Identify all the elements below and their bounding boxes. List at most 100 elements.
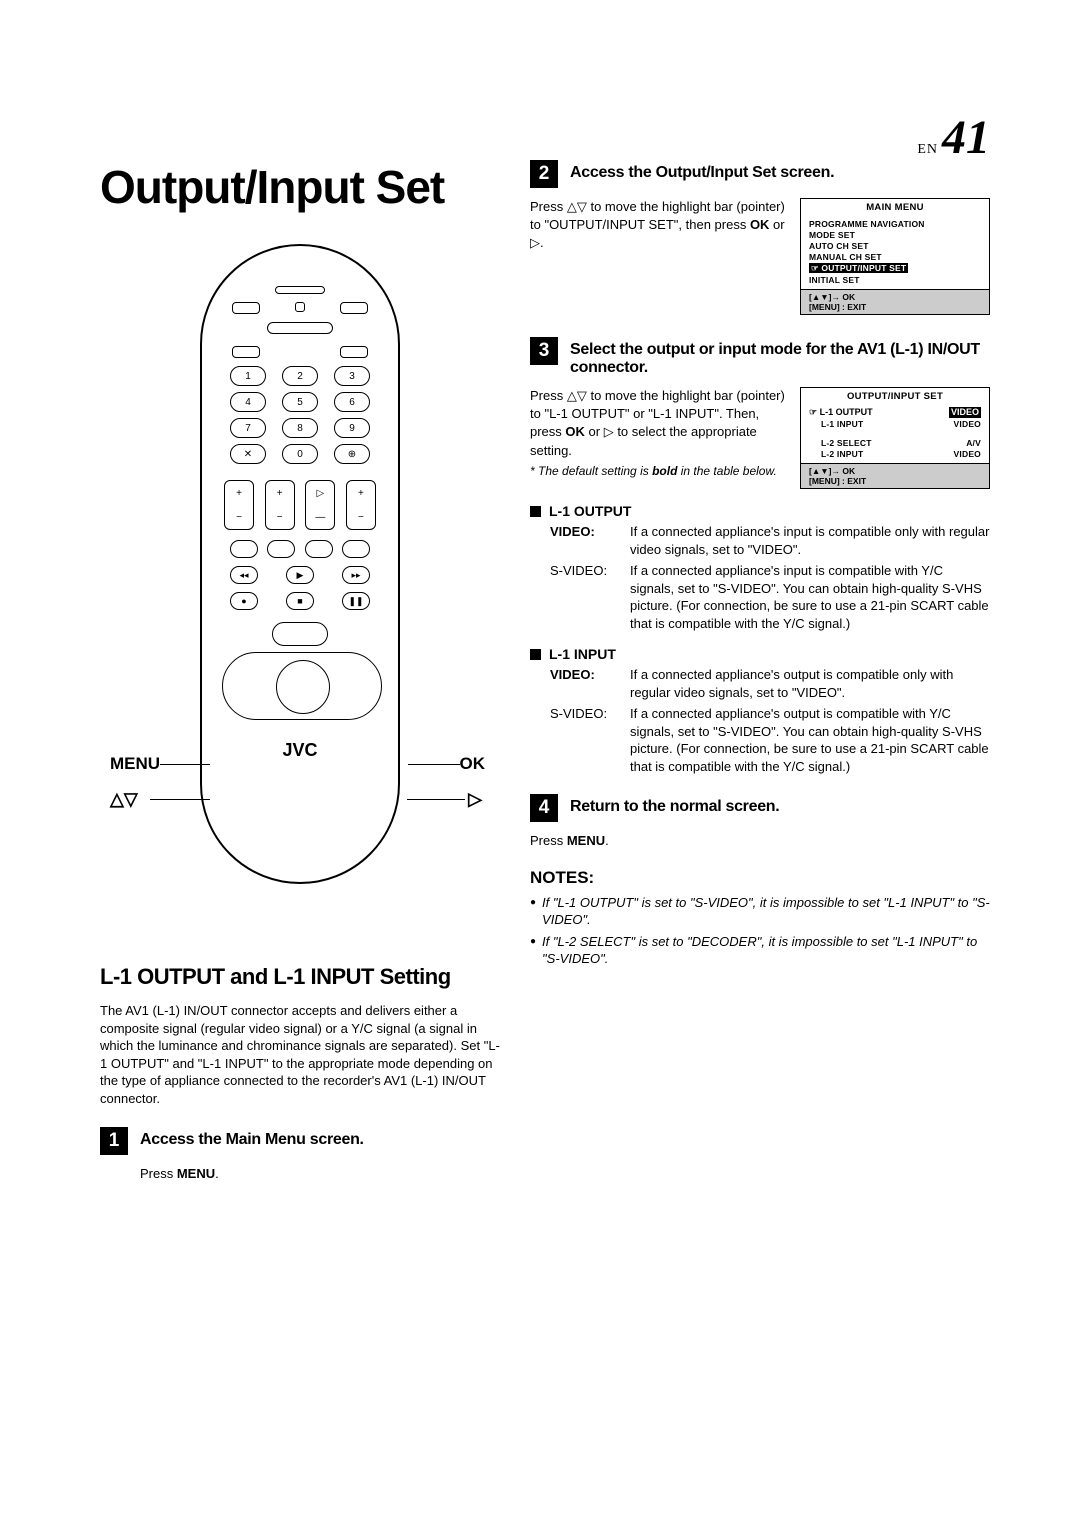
remote-illustration: 123 456 789 ✕0⊕ +− +− ▷— +− [100, 244, 500, 924]
btn [340, 302, 368, 314]
l1-input-block: L-1 INPUT VIDEO: If a connected applianc… [530, 646, 990, 775]
setting-row: S-VIDEO: If a connected appliance's outp… [550, 705, 990, 775]
manual-page: EN 41 Output/Input Set 123 [0, 0, 1080, 1528]
notes-header: NOTES: [530, 868, 990, 888]
btn [340, 346, 368, 358]
step-number: 1 [100, 1127, 128, 1155]
ctrl-row [202, 536, 398, 562]
text-bold: MENU [177, 1166, 215, 1181]
l1-output-block: L-1 OUTPUT VIDEO: If a connected applian… [530, 503, 990, 632]
remote-outline: 123 456 789 ✕0⊕ +− +− ▷— +− [200, 244, 400, 884]
step-1-body: Press MENU. [140, 1165, 500, 1183]
lead-line [150, 799, 210, 800]
btn [295, 302, 305, 312]
osd-footer: [▲▼]→ OK [MENU] : EXIT [801, 463, 989, 488]
step-title: Select the output or input mode for the … [570, 337, 990, 377]
square-bullet-icon [530, 506, 541, 517]
menu-pad [202, 622, 398, 720]
note-item: If "L-1 OUTPUT" is set to "S-VIDEO", it … [530, 894, 990, 929]
lead-line [160, 764, 210, 765]
osd-footer: [▲▼]→ OK [MENU] : EXIT [801, 289, 989, 314]
step-3-body: Press △▽ to move the highlight bar (poin… [530, 387, 786, 479]
setting-table: VIDEO: If a connected appliance's input … [550, 523, 990, 632]
content-columns: Output/Input Set 123 456 789 ✕ [100, 160, 990, 1201]
osd-footer-line: [▲▼]→ OK [809, 466, 981, 476]
osd-footer-line: [▲▼]→ OK [809, 292, 981, 302]
lang-prefix: EN [917, 142, 938, 157]
callout-right: ▷ [468, 789, 482, 810]
osd-row: L-2 SELECTA/V [809, 437, 981, 448]
section-heading: L-1 OUTPUT and L-1 INPUT Setting [100, 964, 500, 990]
note-item: If "L-2 SELECT" is set to "DECODER", it … [530, 933, 990, 968]
osd-item: MODE SET [809, 229, 981, 240]
setting-header: L-1 INPUT [530, 646, 990, 662]
ok-center [276, 660, 330, 714]
page-number: EN 41 [917, 110, 990, 165]
row [202, 338, 398, 362]
setting-label: VIDEO: [550, 523, 630, 558]
setting-row: VIDEO: If a connected appliance's output… [550, 666, 990, 701]
numpad: 123 456 789 ✕0⊕ [202, 362, 398, 474]
brand-logo: JVC [202, 740, 398, 761]
notes-list: If "L-1 OUTPUT" is set to "S-VIDEO", it … [530, 894, 990, 968]
callout-ok: OK [460, 754, 486, 774]
setting-row: VIDEO: If a connected appliance's input … [550, 523, 990, 558]
text: Press [530, 833, 567, 848]
step-3-content: Press △▽ to move the highlight bar (poin… [530, 387, 990, 489]
page-num-value: 41 [942, 111, 990, 164]
osd-row: L-2 INPUTVIDEO [809, 448, 981, 459]
osd-footer-line: [MENU] : EXIT [809, 302, 981, 312]
default-note: * The default setting is bold in the tab… [530, 464, 786, 480]
square-bullet-icon [530, 649, 541, 660]
osd-body: PROGRAMME NAVIGATION MODE SET AUTO CH SE… [801, 216, 989, 289]
step-3: 3 Select the output or input mode for th… [530, 337, 990, 377]
step-title: Access the Output/Input Set screen. [570, 160, 834, 182]
lead-line [407, 799, 465, 800]
step-number: 3 [530, 337, 558, 365]
volume-row: +− +− ▷— +− [202, 474, 398, 536]
osd-io-menu: OUTPUT/INPUT SET ☞ L-1 OUTPUTVIDEO L-1 I… [800, 387, 990, 489]
osd-main-menu: MAIN MENU PROGRAMME NAVIGATION MODE SET … [800, 198, 990, 315]
row [202, 318, 398, 338]
osd-item: AUTO CH SET [809, 240, 981, 251]
callout-updown: △▽ [110, 789, 138, 810]
btn [267, 322, 333, 334]
osd-row: ☞ L-1 OUTPUTVIDEO [809, 407, 981, 418]
step-2-content: Press △▽ to move the highlight bar (poin… [530, 198, 990, 315]
osd-title: OUTPUT/INPUT SET [801, 388, 989, 405]
osd-title: MAIN MENU [801, 199, 989, 216]
setting-desc: If a connected appliance's input is comp… [630, 562, 990, 632]
osd-item-selected: ☞ OUTPUT/INPUT SET [809, 262, 981, 274]
step-1: 1 Access the Main Menu screen. [100, 1127, 500, 1155]
btn [232, 302, 260, 314]
text-bold: MENU [567, 833, 605, 848]
setting-table: VIDEO: If a connected appliance's output… [550, 666, 990, 775]
setting-label: S-VIDEO: [550, 562, 630, 632]
text: Press [140, 1166, 177, 1181]
remote-top-row [202, 294, 398, 318]
text: . [215, 1166, 219, 1181]
remote-slot [275, 286, 325, 294]
osd-item: PROGRAMME NAVIGATION [809, 218, 981, 229]
step-number: 4 [530, 794, 558, 822]
setting-header-text: L-1 INPUT [549, 646, 616, 662]
left-column: Output/Input Set 123 456 789 ✕ [100, 160, 500, 1201]
intro-paragraph: The AV1 (L-1) IN/OUT connector accepts a… [100, 1002, 500, 1107]
setting-header-text: L-1 OUTPUT [549, 503, 631, 519]
setting-desc: If a connected appliance's output is com… [630, 705, 990, 775]
setting-header: L-1 OUTPUT [530, 503, 990, 519]
osd-row: L-1 INPUTVIDEO [809, 418, 981, 429]
setting-desc: If a connected appliance's output is com… [630, 666, 990, 701]
step-title: Access the Main Menu screen. [140, 1127, 364, 1149]
callout-menu: MENU [110, 754, 160, 774]
setting-row: S-VIDEO: If a connected appliance's inpu… [550, 562, 990, 632]
osd-item: INITIAL SET [809, 274, 981, 285]
lead-line [408, 764, 460, 765]
setting-label: VIDEO: [550, 666, 630, 701]
osd-body: ☞ L-1 OUTPUTVIDEO L-1 INPUTVIDEO L-2 SEL… [801, 405, 989, 463]
osd-item: MANUAL CH SET [809, 251, 981, 262]
transport-row: ◂◂▶▸▸ [202, 562, 398, 588]
step-4-body: Press MENU. [530, 832, 990, 850]
step-number: 2 [530, 160, 558, 188]
setting-label: S-VIDEO: [550, 705, 630, 775]
